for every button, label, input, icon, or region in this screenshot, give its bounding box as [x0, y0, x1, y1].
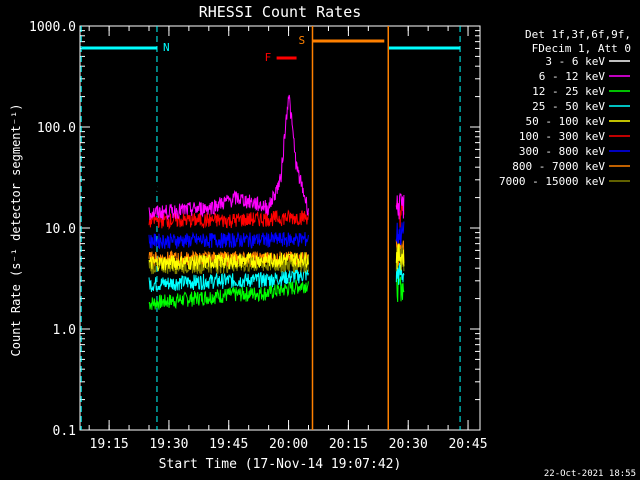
legend-label-7: 800 - 7000 keV — [512, 160, 605, 173]
legend-label-8: 7000 - 15000 keV — [499, 175, 605, 188]
x-tick-label: 20:00 — [269, 437, 308, 452]
x-tick-label: 20:45 — [448, 437, 487, 452]
flare-marker-label: F — [265, 51, 272, 64]
legend-header-line-1: Det 1f,3f,6f,9f, — [525, 28, 631, 41]
x-tick-label: 20:15 — [329, 437, 368, 452]
series-line-4 — [148, 252, 309, 272]
y-tick-label: 0.1 — [53, 424, 76, 439]
timestamp: 22-Oct-2021 18:55 — [544, 469, 636, 479]
night-marker-label: N — [163, 41, 170, 54]
legend-label-3: 25 - 50 keV — [532, 100, 605, 113]
x-axis-label: Start Time (17-Nov-14 19:07:42) — [159, 457, 402, 472]
series-line-2 — [148, 279, 309, 310]
legend-label-6: 300 - 800 keV — [519, 145, 605, 158]
series-late-segment-0 — [395, 174, 405, 201]
series-late-segment-4 — [395, 243, 405, 271]
x-tick-label: 19:45 — [209, 437, 248, 452]
y-tick-label: 1000.0 — [29, 20, 76, 35]
series-line-3 — [148, 268, 309, 292]
series-line-6 — [148, 231, 309, 249]
legend-label-2: 12 - 25 keV — [532, 85, 605, 98]
legend-label-4: 50 - 100 keV — [526, 115, 606, 128]
series-late-segment-2 — [395, 274, 405, 303]
x-tick-label: 19:15 — [90, 437, 129, 452]
legend-header-line-2: FDecim 1, Att 0 — [532, 42, 631, 55]
series-late-segment-3 — [395, 262, 405, 285]
x-tick-label: 20:30 — [389, 437, 428, 452]
x-tick-label: 19:30 — [149, 437, 188, 452]
chart-title: RHESSI Count Rates — [199, 3, 362, 21]
y-tick-label: 1.0 — [53, 323, 76, 338]
series-line-5 — [148, 209, 309, 231]
series-late-segment-1 — [395, 192, 405, 220]
legend-label-5: 100 - 300 keV — [519, 130, 605, 143]
series-line-1 — [148, 94, 309, 221]
y-tick-label: 100.0 — [37, 121, 76, 136]
saa-marker-label: S — [299, 34, 306, 47]
y-axis-label: Count Rate (s⁻¹ detector segment⁻¹) — [9, 104, 23, 357]
legend: 12 - 25 keV 25 - 50 keV 800 - 7000 keV 7000… — [499, 55, 630, 188]
y-tick-label: 10.0 — [45, 222, 76, 237]
legend-label-1: 6 - 12 keV — [539, 70, 606, 83]
legend-label-0: 3 - 6 keV — [545, 55, 605, 68]
